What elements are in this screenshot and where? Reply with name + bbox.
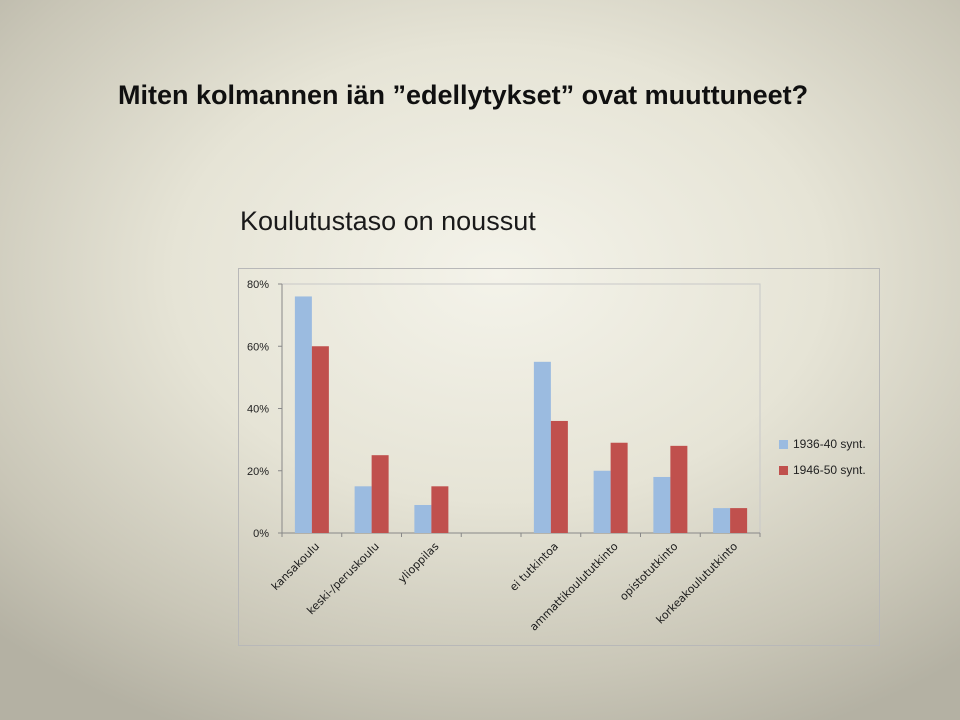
x-category-label: ei tutkintoa (507, 540, 561, 594)
bar (730, 508, 748, 533)
y-tick-label: 0% (253, 528, 269, 540)
y-tick-label: 20% (247, 466, 269, 478)
bar (653, 476, 671, 533)
bar (414, 504, 432, 533)
bar (311, 346, 329, 533)
plot-area (281, 283, 761, 534)
x-category-label: kansakoulu (269, 540, 322, 593)
bar (431, 486, 449, 533)
legend-label: 1936-40 synt. (793, 437, 866, 451)
bar (371, 455, 389, 533)
bar (670, 445, 688, 533)
chart-legend: 1936-40 synt. 1946-50 synt. (779, 437, 866, 477)
legend-label: 1946-50 synt. (793, 463, 866, 477)
y-tick-label: 80% (247, 279, 269, 291)
x-category-label: opistotutkinto (617, 540, 681, 604)
bar (294, 296, 312, 533)
bar (713, 508, 731, 533)
bar (593, 470, 611, 533)
y-tick-label: 40% (247, 404, 269, 416)
x-category-label: ylioppilas (396, 540, 442, 586)
legend-swatch (779, 466, 788, 475)
y-tick-label: 60% (247, 341, 269, 353)
chart-bars (294, 296, 748, 533)
legend-swatch (779, 440, 788, 449)
bar (354, 486, 372, 533)
bar (610, 442, 628, 533)
slide-title: Miten kolmannen iän ”edellytykset” ovat … (118, 80, 809, 110)
chart-title: Koulutustaso on noussut (240, 206, 536, 236)
chart-frame (238, 268, 880, 646)
bar (533, 361, 551, 533)
bar (550, 420, 568, 533)
